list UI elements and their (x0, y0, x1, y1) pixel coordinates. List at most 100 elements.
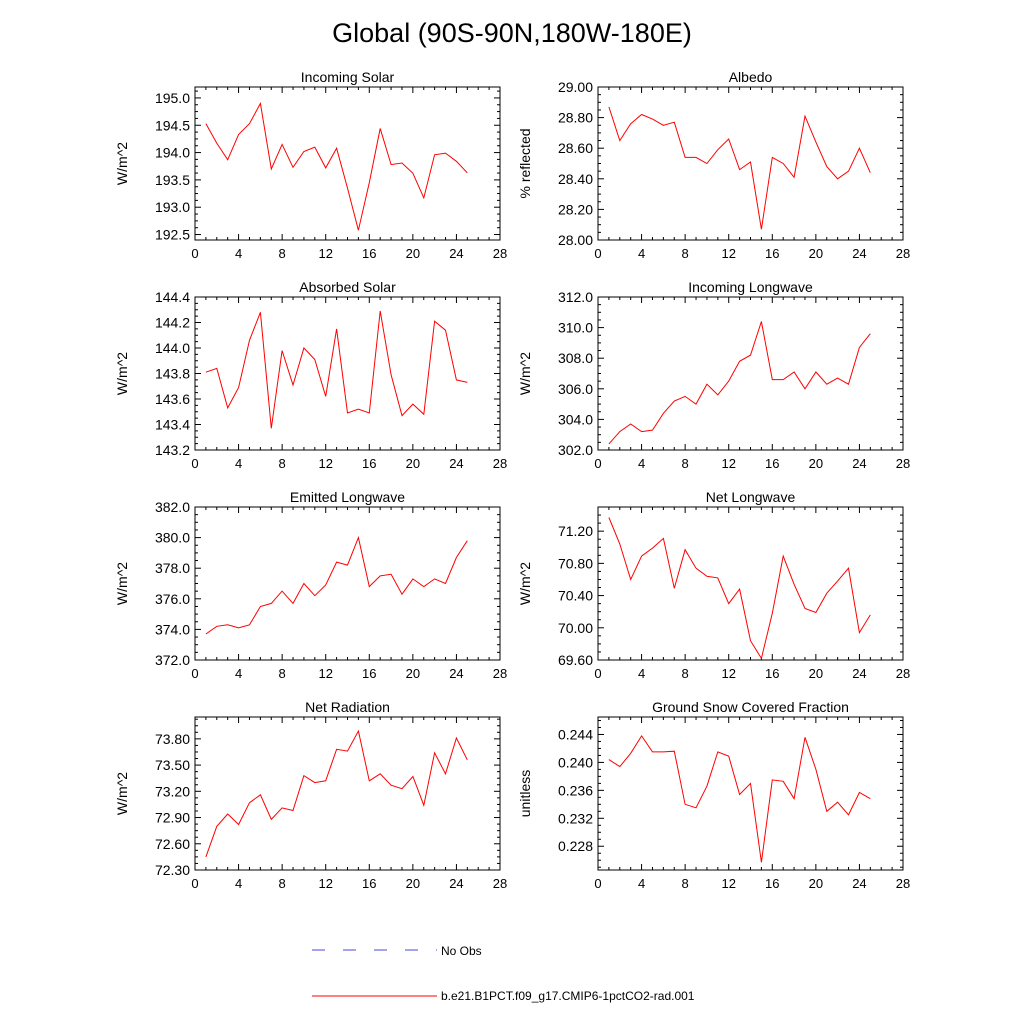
x-tick-label: 20 (809, 246, 823, 261)
x-tick-label: 4 (235, 456, 242, 471)
y-tick-label: 71.20 (558, 523, 593, 539)
y-axis-label: W/m^2 (517, 352, 533, 395)
x-tick-label: 0 (594, 456, 601, 471)
panel-title: Incoming Solar (301, 69, 395, 85)
x-tick-label: 4 (638, 456, 645, 471)
x-tick-label: 12 (318, 876, 332, 891)
x-tick-label: 20 (406, 876, 420, 891)
plot-frame (597, 506, 904, 661)
plot-frame (194, 506, 501, 661)
y-tick-label: 194.5 (155, 117, 190, 133)
x-tick-label: 24 (852, 246, 866, 261)
y-tick-label: 143.2 (155, 442, 190, 458)
x-tick-label: 0 (594, 246, 601, 261)
x-tick-label: 28 (493, 246, 507, 261)
panel-title: Net Longwave (706, 489, 796, 505)
y-tick-label: 194.0 (155, 145, 190, 161)
x-tick-label: 8 (682, 876, 689, 891)
y-tick-label: 0.232 (558, 810, 593, 826)
x-tick-label: 12 (721, 876, 735, 891)
y-tick-label: 73.80 (155, 731, 190, 747)
x-tick-label: 16 (765, 876, 779, 891)
y-tick-label: 0.244 (558, 726, 593, 742)
y-tick-label: 69.60 (558, 652, 593, 668)
x-tick-label: 16 (362, 876, 376, 891)
x-tick-label: 12 (318, 246, 332, 261)
y-tick-label: 0.240 (558, 754, 593, 770)
series-line (608, 106, 871, 230)
y-tick-label: 28.80 (558, 110, 593, 126)
y-tick-label: 193.5 (155, 172, 190, 188)
y-tick-label: 192.5 (155, 227, 190, 243)
panel-incoming-longwave: Incoming Longwave W/m^2 0 4 8 12 16 20 24 28 302.0… (517, 279, 910, 471)
x-tick-label: 20 (809, 876, 823, 891)
series-line (608, 517, 871, 660)
x-tick-label: 28 (896, 456, 910, 471)
y-tick-label: 308.0 (558, 350, 593, 366)
plot-frame (597, 296, 904, 451)
y-tick-label: 73.50 (155, 757, 190, 773)
panel-emitted-longwave: Emitted Longwave W/m^2 0 4 8 12 16 20 24 28 372.0 3… (114, 489, 507, 681)
plot-frame (194, 296, 501, 451)
panel-title: Absorbed Solar (299, 279, 396, 295)
x-tick-label: 0 (191, 666, 198, 681)
y-tick-label: 72.60 (155, 836, 190, 852)
y-tick-label: 195.0 (155, 90, 190, 106)
y-tick-label: 0.228 (558, 838, 593, 854)
x-tick-label: 12 (721, 666, 735, 681)
y-tick-label: 70.80 (558, 555, 593, 571)
x-tick-label: 24 (852, 666, 866, 681)
legend: No Obs b.e21.B1PCT.f09_g17.CMIP6-1pctCO2… (312, 944, 695, 1003)
panel-absorbed-solar: Absorbed Solar W/m^2 0 4 8 12 16 20 24 28 143.2 143… (114, 279, 507, 471)
panel-ground-snow-covered-fraction: Ground Snow Covered Fraction unitless 0 4 8 1… (517, 699, 910, 891)
panel-title: Incoming Longwave (688, 279, 813, 295)
panel-net-radiation: Net Radiation W/m^2 0 4 8 12 16 20 24 28 72.30 72.6… (114, 699, 507, 891)
x-tick-label: 24 (852, 456, 866, 471)
y-tick-label: 70.00 (558, 620, 593, 636)
y-axis-label: W/m^2 (114, 772, 130, 815)
x-tick-label: 24 (449, 246, 463, 261)
y-tick-label: 143.8 (155, 366, 190, 382)
x-tick-label: 12 (318, 666, 332, 681)
legend-item-model-run: b.e21.B1PCT.f09_g17.CMIP6-1pctCO2-rad.00… (312, 989, 695, 1003)
panel-incoming-solar: Incoming Solar W/m^2 0 4 8 12 16 20 24 28 192.5 193… (114, 69, 507, 261)
x-tick-label: 28 (493, 666, 507, 681)
x-tick-label: 4 (638, 666, 645, 681)
series-line (205, 535, 468, 635)
y-tick-label: 304.0 (558, 411, 593, 427)
y-tick-label: 144.2 (155, 315, 190, 331)
x-tick-label: 20 (406, 666, 420, 681)
x-tick-label: 8 (279, 246, 286, 261)
y-tick-label: 193.0 (155, 199, 190, 215)
y-tick-label: 72.30 (155, 862, 190, 878)
y-tick-label: 144.4 (155, 289, 190, 305)
x-tick-label: 16 (362, 456, 376, 471)
x-tick-label: 4 (235, 246, 242, 261)
x-tick-label: 20 (406, 246, 420, 261)
y-tick-label: 0.236 (558, 782, 593, 798)
y-tick-label: 72.90 (155, 810, 190, 826)
panels: Incoming Solar W/m^2 0 4 8 12 16 20 24 28 192.5 193… (114, 69, 910, 891)
series-line (608, 321, 871, 445)
panel-net-longwave: Net Longwave W/m^2 0 4 8 12 16 20 24 28 69.60 70.00… (517, 489, 910, 681)
x-tick-label: 20 (809, 666, 823, 681)
x-tick-label: 28 (493, 876, 507, 891)
x-tick-label: 0 (594, 666, 601, 681)
y-axis-label: W/m^2 (517, 562, 533, 605)
x-tick-label: 28 (896, 246, 910, 261)
x-tick-label: 12 (721, 456, 735, 471)
y-tick-label: 374.0 (155, 621, 190, 637)
y-tick-label: 306.0 (558, 381, 593, 397)
x-tick-label: 4 (638, 876, 645, 891)
panel-title: Ground Snow Covered Fraction (652, 699, 849, 715)
x-tick-label: 8 (279, 456, 286, 471)
y-tick-label: 376.0 (155, 591, 190, 607)
plot-frame (597, 716, 904, 871)
panel-albedo: Albedo % reflected 0 4 8 12 16 20 24 28 28.00 28.20… (517, 69, 910, 261)
y-tick-label: 144.0 (155, 340, 190, 356)
plot-frame (194, 86, 501, 241)
x-tick-label: 4 (235, 876, 242, 891)
x-tick-label: 16 (362, 246, 376, 261)
x-tick-label: 12 (318, 456, 332, 471)
